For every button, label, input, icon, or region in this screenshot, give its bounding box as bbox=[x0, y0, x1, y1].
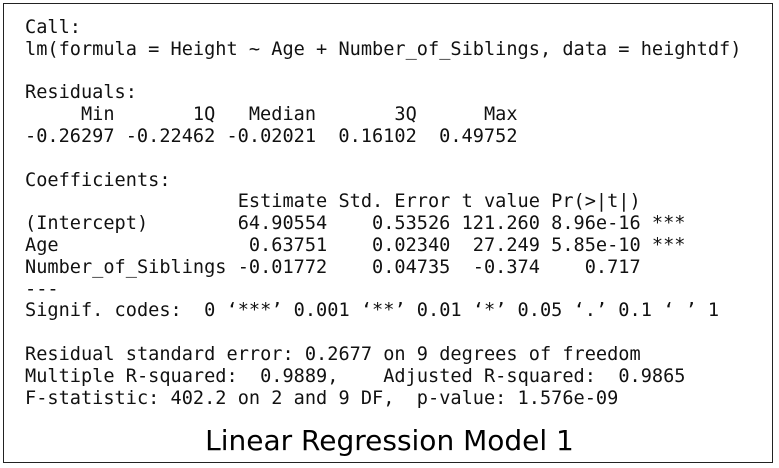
section-label: Coefficients: bbox=[25, 169, 171, 191]
signif-codes: Signif. codes: 0 ‘***’ 0.001 ‘**’ 0.01 ‘… bbox=[25, 300, 720, 322]
frame bbox=[3, 3, 773, 463]
summary-line: Multiple R-squared: 0.9889, Adjusted R-s… bbox=[25, 365, 686, 387]
residual-value: 0.16102 bbox=[338, 126, 417, 147]
section-label: Residuals: bbox=[25, 82, 137, 104]
coefficient-value: 121.260 bbox=[461, 213, 540, 235]
column-header: 3Q bbox=[394, 104, 417, 126]
column-header: Min bbox=[80, 104, 115, 126]
separator: --- bbox=[25, 278, 59, 300]
column-header: Std. Error bbox=[338, 191, 451, 213]
coefficient-value: 0.63751 bbox=[248, 235, 328, 256]
residual-value: -0.22462 bbox=[125, 126, 216, 147]
column-header: t value bbox=[461, 191, 540, 213]
row-name: Age bbox=[25, 235, 59, 256]
coefficient-value: -0.374 bbox=[472, 256, 540, 278]
column-header: Median bbox=[248, 104, 317, 126]
coefficient-value: 27.249 bbox=[472, 235, 540, 256]
significance-stars: *** bbox=[651, 235, 686, 256]
summary-line: Residual standard error: 0.2677 on 9 deg… bbox=[25, 344, 641, 365]
residual-value: 0.49752 bbox=[439, 126, 518, 147]
section-label: Call: bbox=[25, 17, 81, 38]
coefficient-value: 0.02340 bbox=[372, 235, 451, 256]
significance-stars: *** bbox=[651, 213, 686, 235]
summary-line: F-statistic: 402.2 on 2 and 9 DF, p-valu… bbox=[25, 387, 619, 409]
coefficient-value: 0.717 bbox=[584, 256, 641, 278]
residual-value: -0.26297 bbox=[25, 126, 115, 147]
column-header: Pr(>|t|) bbox=[551, 191, 641, 213]
coefficient-value: 64.90554 bbox=[237, 213, 328, 235]
row-name: Number_of_Siblings bbox=[25, 256, 227, 278]
column-header: Max bbox=[483, 104, 518, 126]
coefficient-value: -0.01772 bbox=[237, 256, 328, 278]
coefficient-value: 0.04735 bbox=[372, 256, 451, 278]
row-name: (Intercept) bbox=[25, 213, 149, 235]
column-header: Estimate bbox=[237, 191, 328, 213]
call-formula: lm(formula = Height ~ Age + Number_of_Si… bbox=[25, 38, 742, 60]
residual-value: -0.02021 bbox=[226, 126, 317, 147]
coefficient-value: 5.85e-10 bbox=[551, 235, 641, 256]
coefficient-value: 8.96e-16 bbox=[551, 213, 641, 235]
caption: Linear Regression Model 1 bbox=[205, 424, 574, 457]
column-header: 1Q bbox=[192, 104, 216, 126]
coefficient-value: 0.53526 bbox=[372, 213, 451, 235]
